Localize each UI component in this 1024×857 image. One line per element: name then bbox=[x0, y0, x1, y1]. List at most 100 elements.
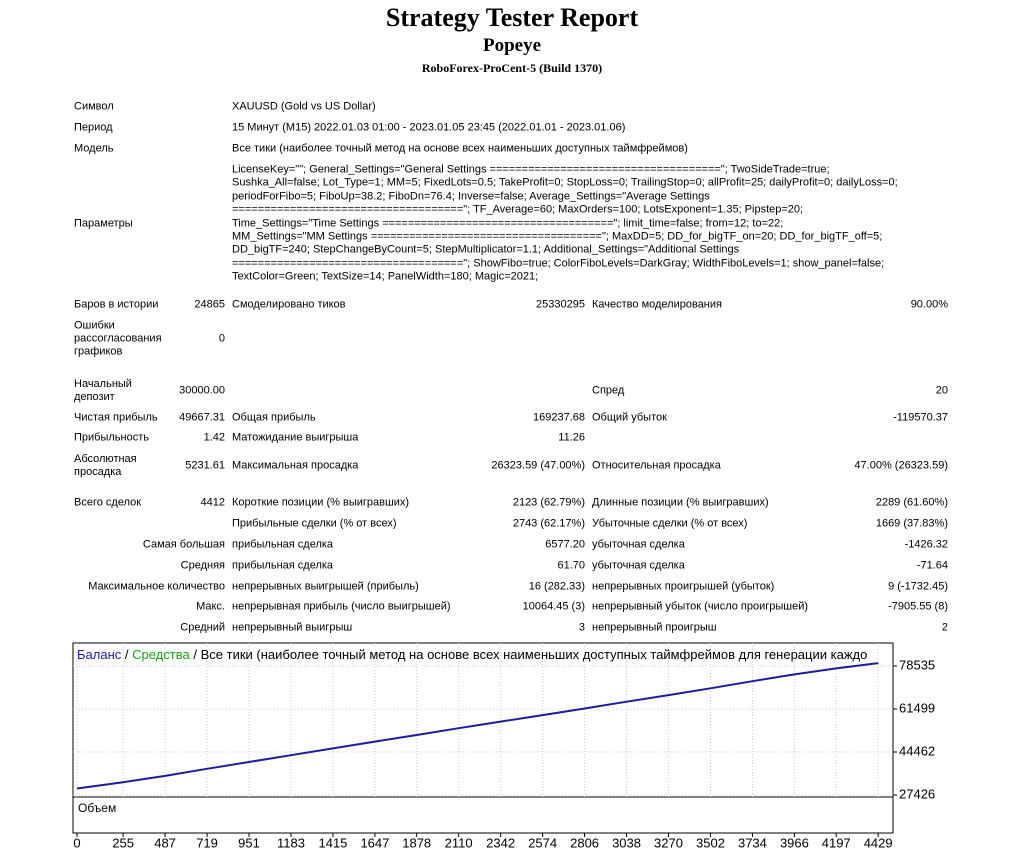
stat-v1: 1.42 bbox=[203, 431, 225, 444]
x-tick-label: 0 bbox=[73, 835, 80, 850]
stat-l2: Максимальная просадка bbox=[232, 459, 359, 472]
x-tick-label: 3966 bbox=[780, 835, 809, 850]
stat-l3: убыточная сделка bbox=[592, 559, 685, 572]
x-tick-label: 1878 bbox=[402, 835, 431, 850]
x-tick-label: 1647 bbox=[360, 835, 389, 850]
x-tick-label: 4197 bbox=[822, 835, 851, 850]
stat-l1: Чистая прибыль bbox=[74, 411, 158, 424]
x-tick-label: 2110 bbox=[445, 835, 473, 850]
stat-v2: 2743 (62.17%) bbox=[512, 517, 585, 530]
y-tick-label: 27426 bbox=[899, 786, 935, 801]
stat-h: Средняя bbox=[180, 559, 225, 572]
params-line: Sushka_All=false; Lot_Type=1; MM=5; Fixe… bbox=[232, 176, 898, 189]
stat-l1: Прибыльность bbox=[74, 431, 149, 444]
stat-v3: -119570.37 bbox=[893, 411, 948, 424]
x-tick-label: 719 bbox=[196, 835, 218, 850]
params-line: ===================================="; S… bbox=[232, 257, 885, 270]
stat-v3: 1669 (37.83%) bbox=[875, 517, 948, 530]
stat-v1: 49667.31 bbox=[179, 411, 225, 424]
subtitle: Popeye bbox=[482, 35, 542, 56]
stat-l1: Баров в истории bbox=[74, 298, 159, 311]
x-tick-label: 3270 bbox=[654, 835, 683, 850]
legend-balance: Баланс bbox=[77, 647, 122, 662]
stat-v2: 10064.45 (3) bbox=[522, 600, 585, 613]
x-tick-label: 1183 bbox=[277, 835, 305, 850]
legend-text: Все тики (наиболее точный метод на основ… bbox=[200, 647, 868, 662]
balance-line bbox=[76, 662, 879, 790]
stat-v3: 9 (-1732.45) bbox=[888, 580, 948, 593]
stat-l2: Смоделировано тиков bbox=[232, 298, 346, 311]
params-line: LicenseKey=""; General_Settings="General… bbox=[232, 163, 830, 176]
stat-l2: прибыльная сделка bbox=[232, 559, 334, 572]
stat-l2: Матожидание выигрыша bbox=[232, 431, 359, 444]
stat-v3: 2289 (61.60%) bbox=[875, 496, 948, 509]
info-label: Период bbox=[74, 121, 113, 134]
stat-v2: 26323.59 (47.00%) bbox=[491, 459, 585, 472]
stat-v3: 20 bbox=[935, 384, 948, 397]
params-line: DD_bigTF=240; StepChangeByCount=5; StepM… bbox=[232, 243, 740, 256]
stat-v2: 2123 (62.79%) bbox=[512, 496, 585, 509]
stat-l3: непрерывный проигрыш bbox=[592, 621, 717, 634]
stat-l3: Спред bbox=[592, 384, 625, 397]
volume-label: Объем bbox=[78, 801, 117, 815]
x-tick-label: 2806 bbox=[570, 835, 599, 850]
stat-l2: прибыльная сделка bbox=[232, 538, 334, 551]
params-label: Параметры bbox=[74, 217, 133, 230]
legend-equity: Средства bbox=[132, 647, 190, 662]
stat-l1: Абсолютная просадка bbox=[74, 453, 137, 478]
params-line: TextColor=Green; TextSize=14; PanelWidth… bbox=[232, 270, 539, 283]
x-tick-label: 951 bbox=[238, 835, 260, 850]
stat-h: Самая большая bbox=[142, 538, 225, 551]
params-line: ===================================="; T… bbox=[232, 203, 804, 216]
stat-l2: Общая прибыль bbox=[232, 411, 316, 424]
stat-v2: 61.70 bbox=[557, 559, 585, 572]
stat-l1: Всего сделок bbox=[74, 496, 142, 509]
y-tick-label: 61499 bbox=[899, 700, 935, 715]
stat-l1: Начальный депозит bbox=[74, 378, 132, 403]
stat-l3: непрерывных проигрышей (убыток) bbox=[592, 580, 775, 593]
x-tick-label: 1415 bbox=[318, 835, 347, 850]
stat-l2: Прибыльные сделки (% от всех) bbox=[232, 517, 397, 530]
info-value: Все тики (наиболее точный метод на основ… bbox=[232, 142, 688, 155]
stat-v1: 0 bbox=[218, 332, 225, 345]
stat-l3: Общий убыток bbox=[592, 411, 667, 424]
stat-v3: -7905.55 (8) bbox=[888, 600, 948, 613]
stat-l1: Ошибки рассогласования графиков bbox=[74, 319, 162, 358]
stat-l3: Убыточные сделки (% от всех) bbox=[592, 517, 748, 530]
x-tick-label: 4429 bbox=[864, 835, 893, 850]
stat-l2: Короткие позиции (% выигравших) bbox=[232, 496, 410, 509]
stat-v3: 47.00% (26323.59) bbox=[854, 459, 948, 472]
x-tick-label: 2342 bbox=[486, 835, 515, 850]
stat-h: Максимальное количество bbox=[88, 580, 225, 593]
chart-legend: Баланс / Средства / Все тики (наиболее т… bbox=[77, 647, 889, 662]
x-tick-label: 487 bbox=[154, 835, 176, 850]
stat-l2: непрерывных выигрышей (прибыль) bbox=[232, 580, 419, 593]
stat-l3: Качество моделирования bbox=[592, 298, 722, 311]
stat-l3: непрерывный убыток (число проигрышей) bbox=[592, 600, 809, 613]
server: RoboForex-ProCent-5 (Build 1370) bbox=[421, 61, 603, 75]
stat-l2: непрерывный выигрыш bbox=[232, 621, 353, 634]
info-label: Символ bbox=[74, 100, 114, 113]
title: Strategy Tester Report bbox=[385, 3, 639, 32]
stat-v2: 25330295 bbox=[536, 298, 585, 311]
x-tick-label: 3734 bbox=[738, 835, 767, 850]
stat-v1: 4412 bbox=[200, 496, 225, 509]
legend-sep: / bbox=[193, 647, 197, 662]
stat-v3: 2 bbox=[941, 621, 948, 634]
stat-v1: 24865 bbox=[194, 298, 225, 311]
stat-l3: Относительная просадка bbox=[592, 459, 721, 472]
stat-v1: 30000.00 bbox=[179, 384, 225, 397]
x-tick-label: 2574 bbox=[528, 835, 557, 850]
info-label: Модель bbox=[74, 142, 114, 155]
stat-v3: -1426.32 bbox=[904, 538, 948, 551]
params-line: Time_Settings="Time Settings ===========… bbox=[232, 217, 784, 230]
stat-v1: 5231.61 bbox=[185, 459, 225, 472]
x-tick-label: 255 bbox=[112, 835, 134, 850]
x-tick-label: 3502 bbox=[696, 835, 725, 850]
stat-v2: 6577.20 bbox=[545, 538, 585, 551]
legend-sep: / bbox=[124, 647, 129, 662]
params-line: periodForFibo=5; FiboUp=38.2; FiboDn=76.… bbox=[232, 190, 710, 203]
params-line: MM_Settings="MM Settings ===============… bbox=[232, 230, 883, 243]
